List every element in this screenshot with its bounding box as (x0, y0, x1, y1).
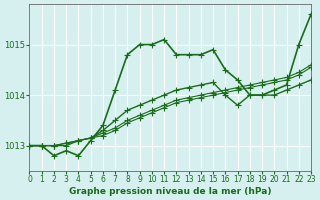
X-axis label: Graphe pression niveau de la mer (hPa): Graphe pression niveau de la mer (hPa) (69, 187, 271, 196)
